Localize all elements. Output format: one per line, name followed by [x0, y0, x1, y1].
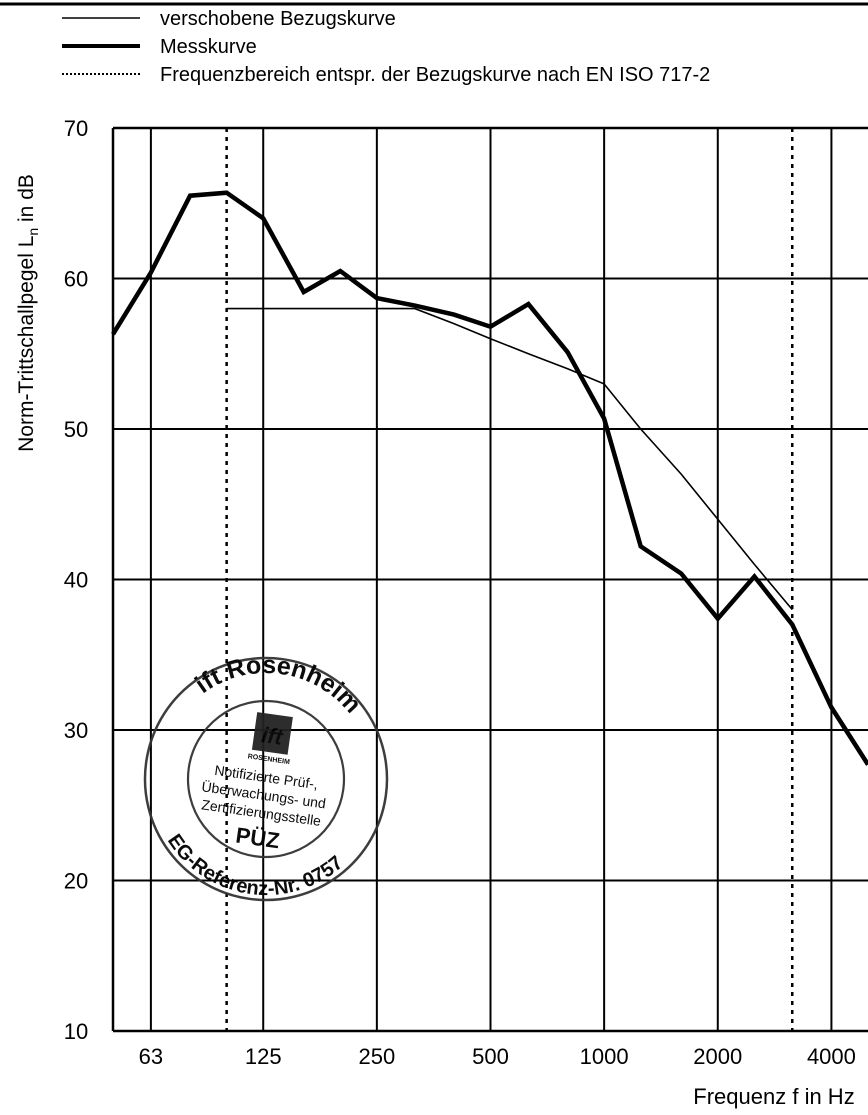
legend-label-frequenzbereich: Frequenzbereich entspr. der Bezugskurve … [160, 64, 710, 86]
legend-label-messkurve: Messkurve [160, 36, 257, 58]
x-tick-label: 125 [245, 1044, 282, 1069]
stamp-outer-ring [143, 656, 389, 902]
stamp-logo-box [251, 712, 293, 755]
y-axis-title-main: Norm-Trittschallpegel L [15, 236, 38, 452]
stamp-logo-subtext: ROSENHEIM [247, 753, 290, 766]
y-tick-label: 50 [64, 417, 88, 442]
y-axis-title: Norm-Trittschallpegel Ln in dB [15, 174, 41, 452]
stamp-top-text: ift Rosenheim [187, 640, 372, 721]
y-tick-label: 30 [64, 718, 88, 743]
gridlines [113, 127, 868, 1031]
legend-label-bezugskurve: verschobene Bezugskurve [160, 8, 396, 30]
x-tick-label: 1000 [580, 1044, 629, 1069]
legend: verschobene Bezugskurve Messkurve Freque… [62, 8, 710, 86]
stamp-badge: PÜZ [234, 822, 281, 853]
axes [111, 126, 868, 1033]
y-tick-label: 10 [64, 1019, 88, 1044]
series-line-bezugskurve [226, 307, 793, 611]
y-axis-title-subscript: n [25, 228, 41, 236]
x-tick-label: 2000 [693, 1044, 742, 1069]
series-group [111, 190, 868, 766]
tick-labels: 10 20 30 40 50 60 70 63 125 250 500 1000 2000 4000 [64, 116, 856, 1069]
y-tick-label: 20 [64, 869, 88, 894]
x-axis-title: Frequenz f in Hz [693, 1084, 854, 1109]
series-line-messkurve [111, 190, 868, 766]
x-tick-label: 250 [359, 1044, 396, 1069]
y-tick-label: 40 [64, 568, 88, 593]
x-tick-label: 63 [139, 1044, 163, 1069]
y-tick-label: 60 [64, 267, 88, 292]
stamp-inner-ring [186, 699, 346, 859]
frequency-range-markers [225, 128, 794, 1031]
stamp: ift Rosenheim EG-Referenz-Nr. 0757 ift R… [143, 640, 389, 912]
x-tick-label: 4000 [807, 1044, 856, 1069]
y-axis-title-suffix: in dB [15, 174, 38, 228]
y-tick-label: 70 [64, 116, 88, 141]
x-tick-label: 500 [472, 1044, 509, 1069]
